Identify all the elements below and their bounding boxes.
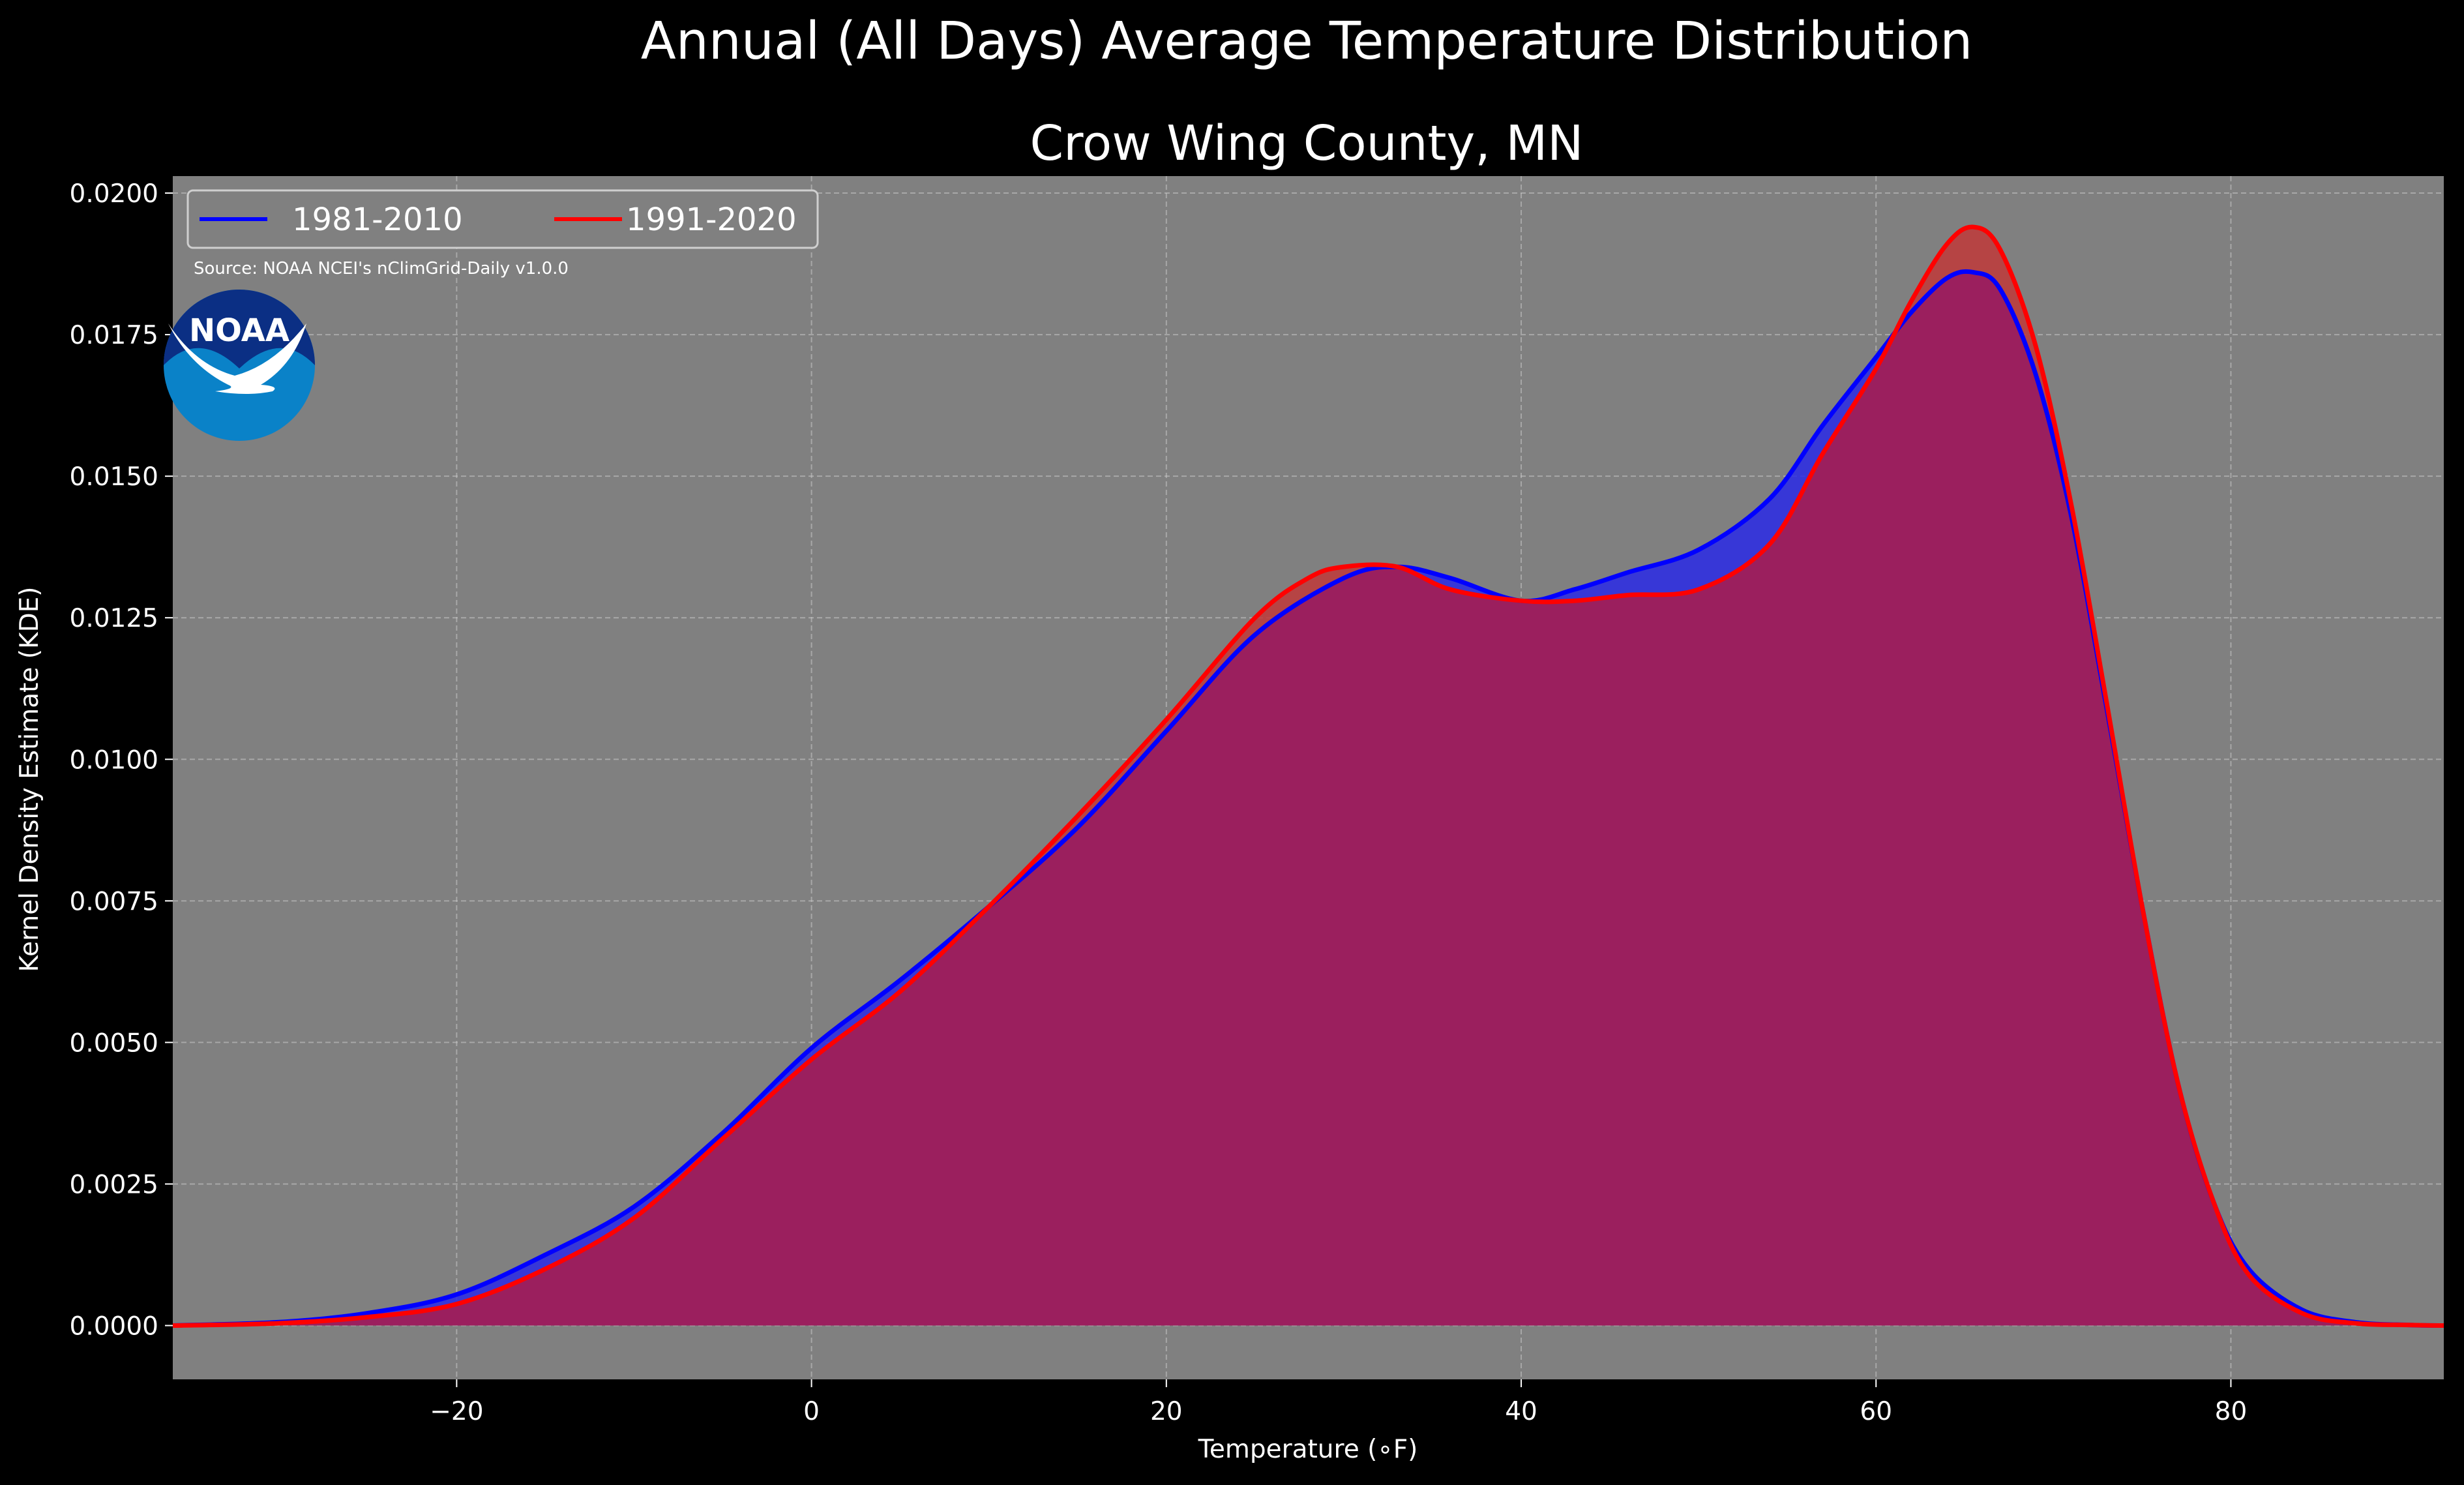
y-tick-label: 0.0175: [70, 321, 158, 350]
density-fills: [173, 226, 2444, 1326]
y-tick-label: 0.0150: [70, 462, 158, 492]
legend: 1981-2010 1991-2020: [186, 189, 819, 249]
noaa-logo-bird: [168, 323, 306, 394]
legend-box: [186, 189, 819, 249]
legend-label-1981-2010: 1981-2010: [292, 202, 463, 238]
x-tick-label: 80: [2215, 1397, 2248, 1426]
chart-subtitle: Crow Wing County, MN: [1030, 115, 1583, 172]
x-axis-ticks: −20 0 20 40 60 80: [430, 1379, 2247, 1426]
y-tick-label: 0.0200: [70, 179, 158, 209]
legend-label-1991-2020: 1991-2020: [626, 202, 797, 238]
y-axis-label: Kernel Density Estimate (KDE): [15, 587, 44, 972]
density-lines: [173, 224, 2444, 1328]
y-tick-label: 0.0075: [70, 887, 158, 916]
y-tick-label: 0.0025: [70, 1170, 158, 1199]
x-tick-label: −20: [430, 1397, 483, 1426]
x-axis-label: Temperature (∘F): [1198, 1435, 1418, 1464]
x-tick-label: 20: [1150, 1397, 1183, 1426]
y-tick-label: 0.0050: [70, 1028, 158, 1058]
noaa-logo-top: [164, 290, 315, 368]
y-tick-label: 0.0100: [70, 745, 158, 775]
source-note: Source: NOAA NCEI's nClimGrid-Daily v1.0…: [194, 259, 569, 278]
x-tick-label: 0: [803, 1397, 820, 1426]
y-tick-label: 0.0000: [70, 1312, 158, 1342]
density-overlap-fill: [173, 271, 2444, 1326]
x-tick-label: 60: [1860, 1397, 1892, 1426]
y-tick-label: 0.0125: [70, 604, 158, 633]
y-axis-ticks: 0.0000 0.0025 0.0050 0.0075 0.0100 0.0125 0.01…: [70, 179, 173, 1342]
x-tick-label: 40: [1505, 1397, 1537, 1426]
noaa-logo-text: NOAA: [189, 312, 289, 349]
noaa-logo: NOAA: [164, 290, 315, 441]
chart-title: Annual (All Days) Average Temperature Di…: [641, 11, 1973, 71]
density-line-1991-2020: [173, 224, 2444, 1328]
